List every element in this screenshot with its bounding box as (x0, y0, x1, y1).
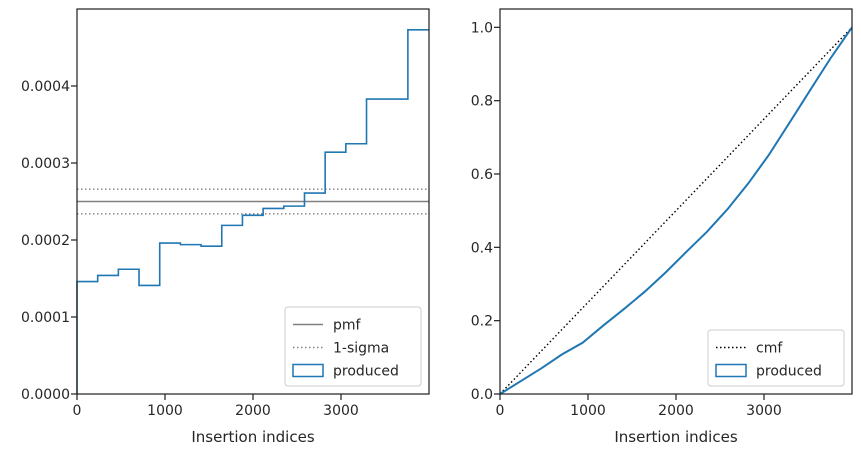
legend-label: pmf (333, 318, 362, 334)
y-tick-label: 0.0004 (21, 79, 70, 95)
y-tick-label: 0.0002 (21, 233, 70, 249)
cumulative-panel: 0 1000 2000 3000 0.0 0.2 0.4 0.6 0.8 1.0 Insertio… (471, 8, 853, 446)
legend-box (284, 306, 422, 387)
y-tick-label: 0.6 (471, 167, 493, 183)
legend-label: 1-sigma (333, 341, 389, 357)
cumulative-ticks: 0 1000 2000 3000 0.0 0.2 0.4 0.6 0.8 1.0 (471, 20, 782, 419)
y-tick-label: 0.4 (471, 240, 493, 256)
produced-step-line (76, 28, 429, 394)
x-tick-label: 3000 (323, 403, 359, 419)
histogram-x-axis-label: Insertion indices (191, 428, 314, 446)
x-tick-label: 2000 (235, 403, 271, 419)
produced-cdf-line (499, 26, 853, 395)
legend-label: produced (333, 364, 399, 380)
legend-label: produced (756, 364, 822, 380)
histogram-panel: 0 1000 2000 3000 0.0000 0.0001 0.0002 0.0003 0.0… (21, 8, 430, 446)
x-tick-label: 3000 (746, 403, 782, 419)
cumulative-axes-frame (499, 8, 853, 395)
x-tick-label: 0 (496, 403, 505, 419)
y-tick-label: 0.0000 (21, 387, 70, 403)
x-tick-label: 2000 (658, 403, 694, 419)
legend-swatch-produced (715, 363, 747, 378)
y-tick-label: 0.8 (471, 94, 493, 110)
cumulative-x-axis-label: Insertion indices (614, 428, 737, 446)
histogram-axes-frame (76, 8, 430, 395)
histogram-marks (76, 28, 429, 394)
legend-swatch-produced (292, 363, 324, 378)
legend-box (707, 329, 845, 387)
y-tick-label: 0.2 (471, 314, 493, 330)
cmf-line (499, 26, 853, 395)
y-tick-label: 0.0 (471, 387, 493, 403)
histogram-ticks: 0 1000 2000 3000 0.0000 0.0001 0.0002 0.0003 0.0… (21, 79, 359, 419)
legend-label: cmf (756, 341, 783, 357)
cumulative-marks (499, 26, 853, 395)
x-tick-label: 1000 (570, 403, 606, 419)
histogram-legend: pmf 1-sigma produced (284, 306, 422, 387)
y-tick-label: 1.0 (471, 20, 493, 36)
y-tick-label: 0.0003 (21, 156, 70, 172)
x-tick-label: 1000 (147, 403, 183, 419)
x-tick-label: 0 (73, 403, 82, 419)
cumulative-legend: cmf produced (707, 329, 845, 387)
y-tick-label: 0.0001 (21, 310, 70, 326)
